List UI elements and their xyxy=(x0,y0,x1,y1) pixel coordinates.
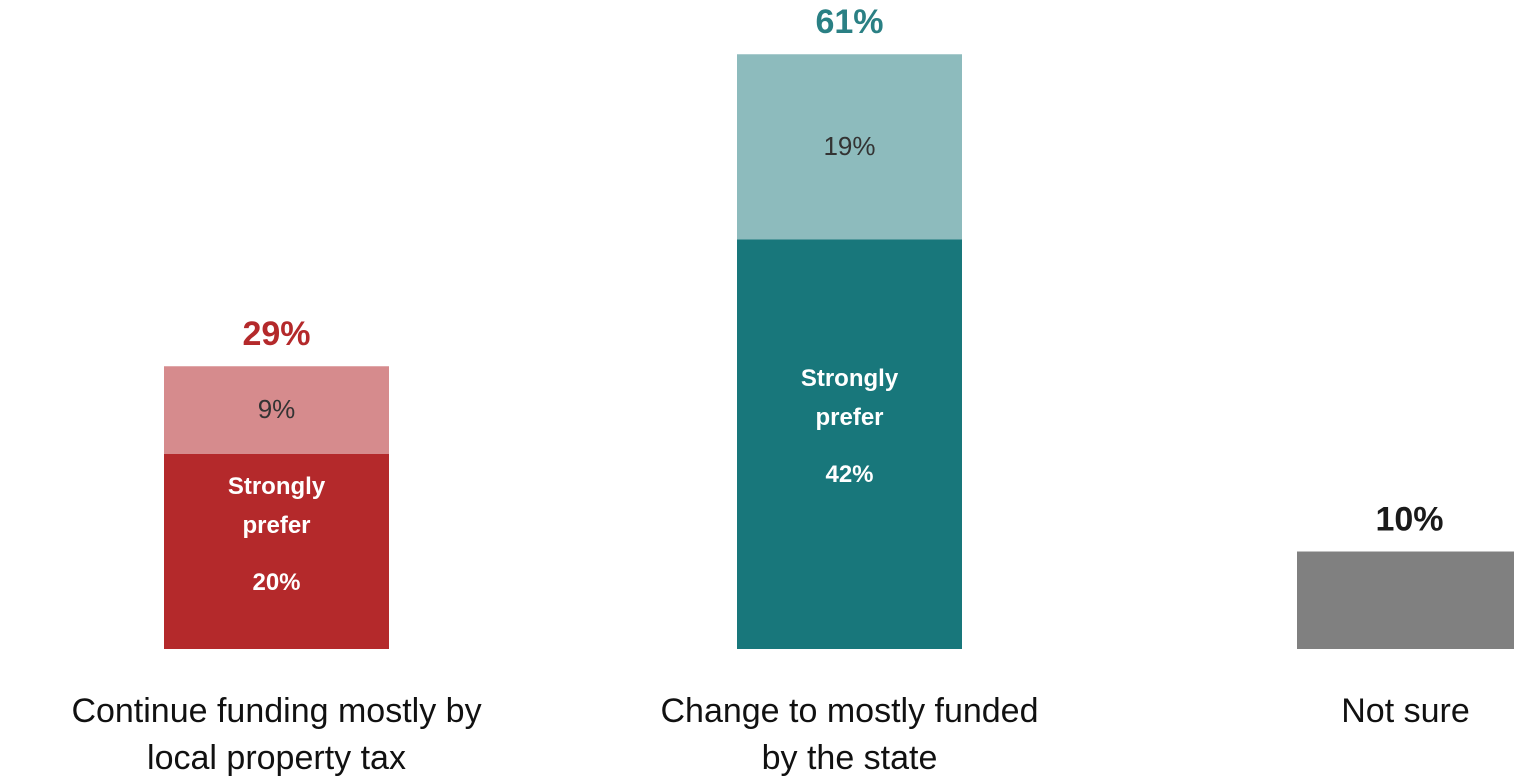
x-tick-label: by the state xyxy=(762,739,938,777)
bar-segment xyxy=(164,454,389,649)
x-tick-label: Change to mostly funded xyxy=(660,692,1038,730)
total-label: 61% xyxy=(815,3,883,41)
bar-segment xyxy=(164,366,389,454)
bar-segment xyxy=(737,54,962,240)
segment-name: Strongly prefer xyxy=(227,472,326,539)
segment-name: Strongly prefer xyxy=(800,365,899,432)
bar-segment xyxy=(737,239,962,649)
segment-label: Strongly prefer 20% xyxy=(227,472,326,596)
x-tick-label: Continue funding mostly by xyxy=(71,692,481,730)
segment-label: Strongly prefer 42% xyxy=(800,365,899,489)
value-label: 42% xyxy=(825,461,874,489)
total-label: 10% xyxy=(1375,500,1443,538)
value-label: 19% xyxy=(823,131,875,161)
total-label: 29% xyxy=(242,315,310,353)
bar-segment xyxy=(1297,551,1514,649)
x-tick-label: Not sure xyxy=(1341,692,1470,730)
value-label: 20% xyxy=(252,568,301,596)
x-tick-label: local property tax xyxy=(147,739,406,777)
value-label: 9% xyxy=(258,394,296,424)
